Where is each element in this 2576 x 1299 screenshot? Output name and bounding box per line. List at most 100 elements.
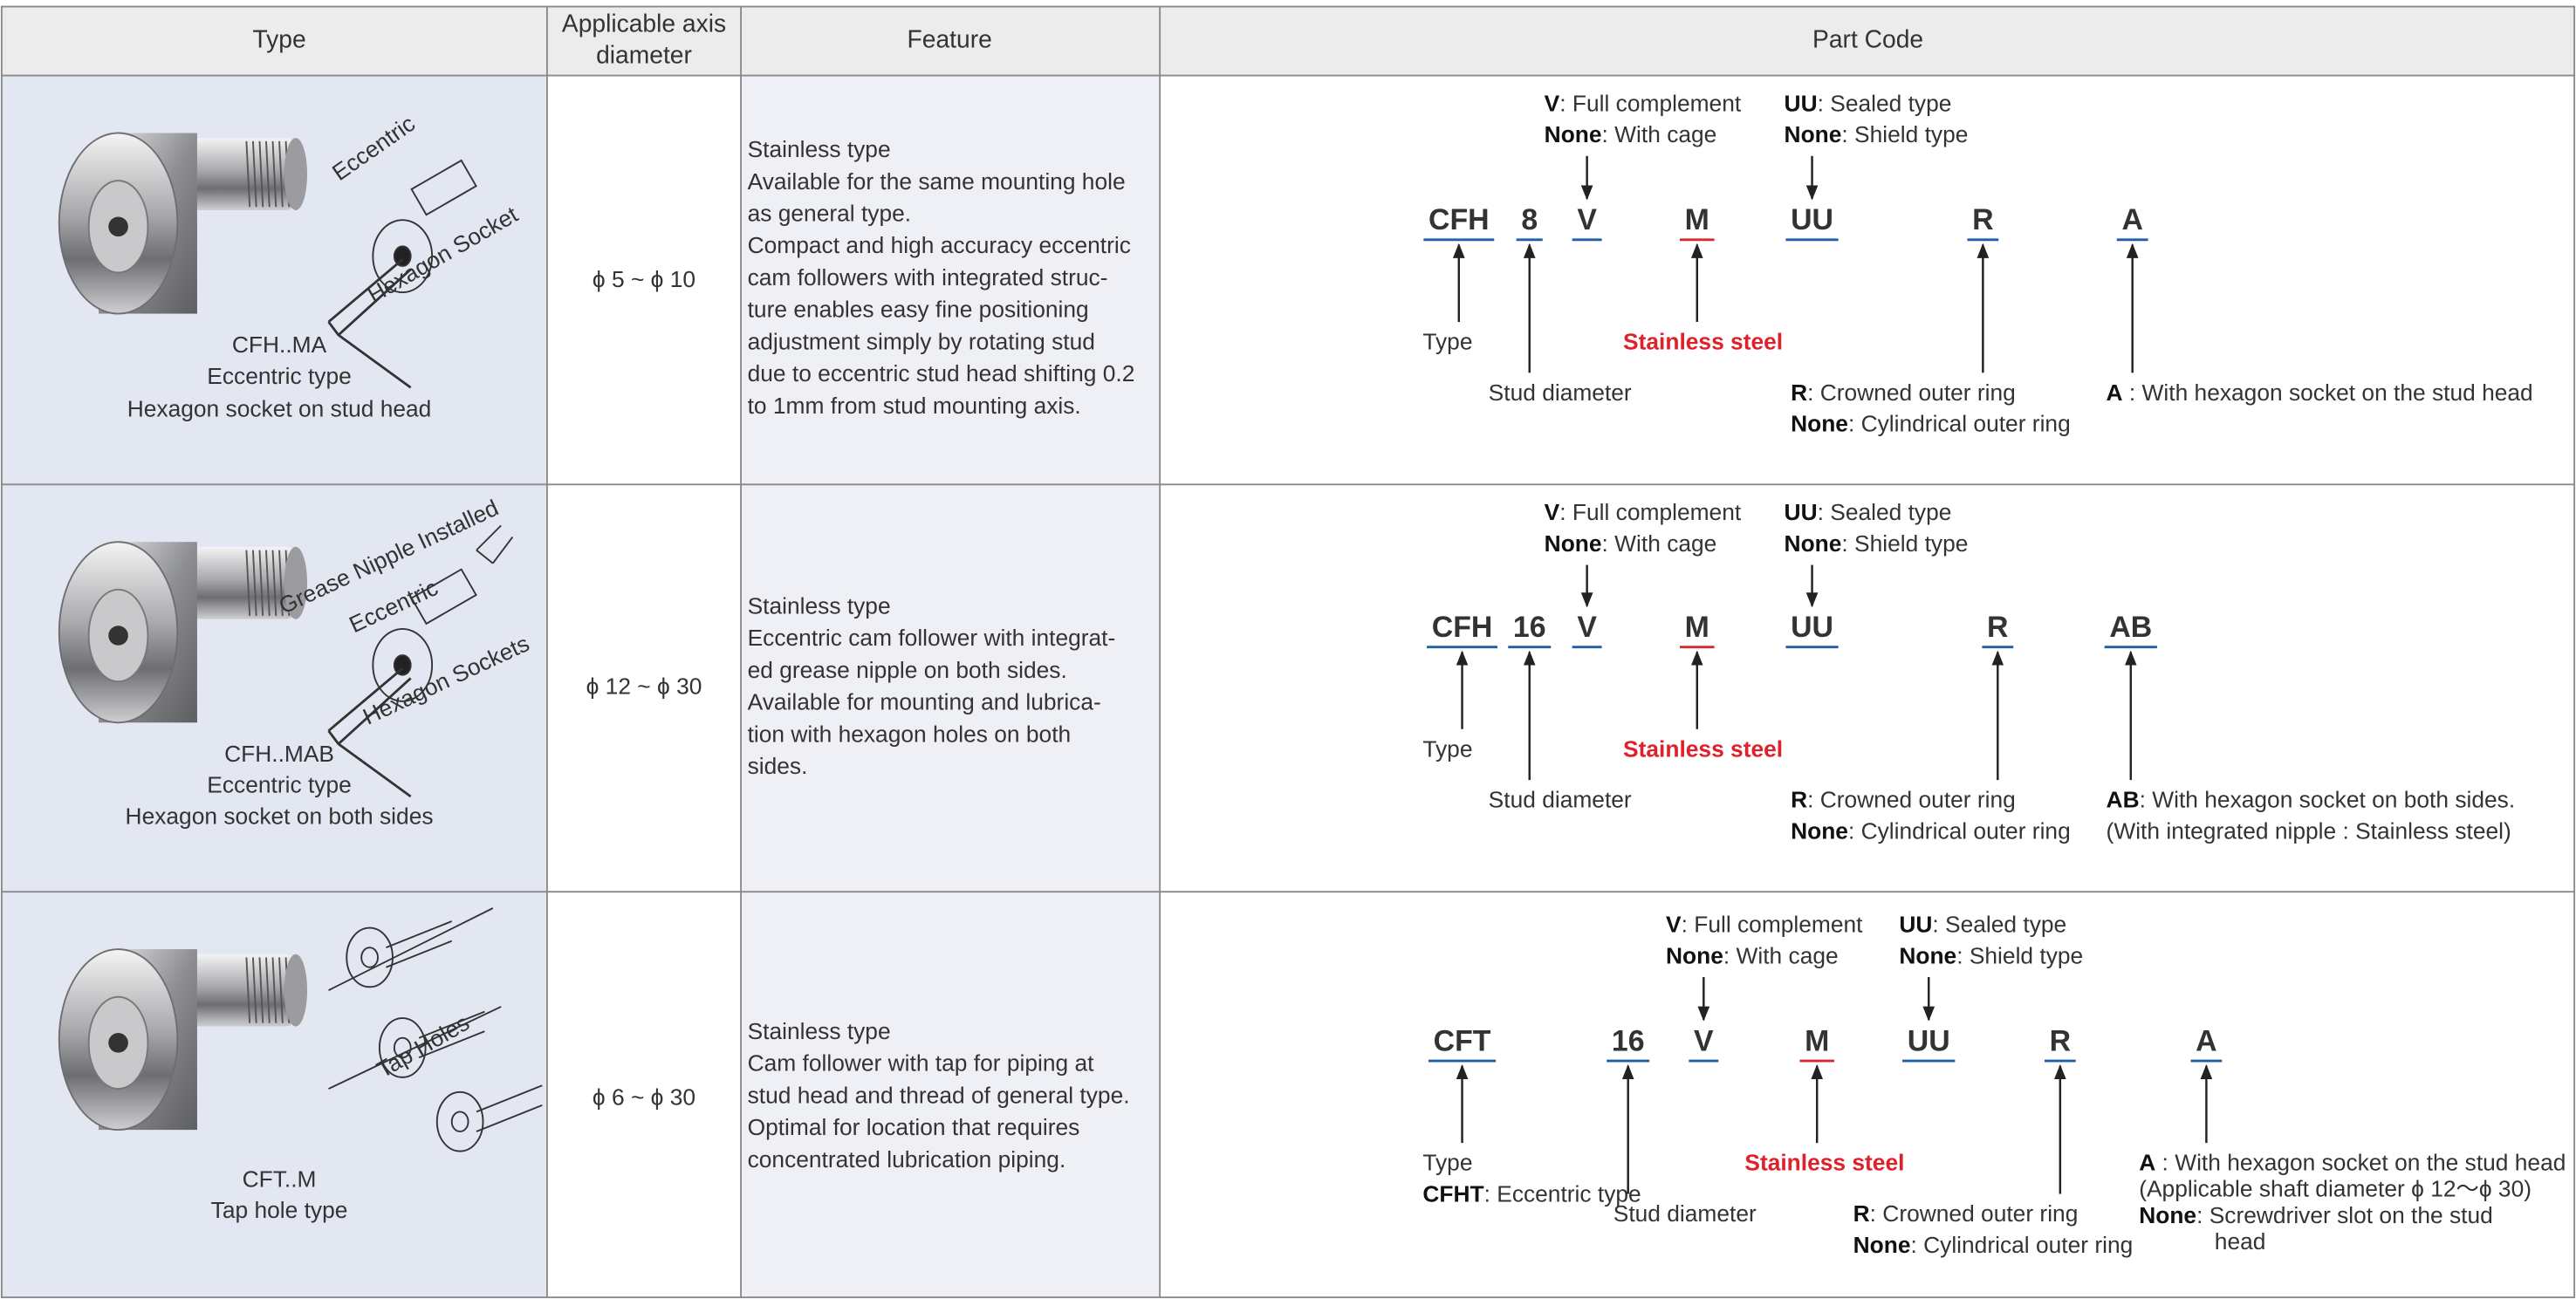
annotation-line: Stud diameter — [1489, 379, 1632, 406]
feature-line: due to eccentric stud head shifting 0.2 — [748, 360, 1135, 386]
feature-line: Compact and high accuracy eccentric — [748, 232, 1131, 258]
feature-line: sides. — [748, 753, 808, 779]
feature-line: to 1mm from stud mounting axis. — [748, 393, 1081, 419]
annotation-text: : Shield type — [1841, 530, 1968, 557]
annotation-line: R: Crowned outer ring — [1853, 1200, 2079, 1227]
feature-line: Optimal for location that requires — [748, 1114, 1080, 1140]
sketch — [327, 159, 477, 389]
annotation-text: : Sealed type — [1818, 499, 1952, 525]
annotation-text: Type — [1422, 328, 1472, 354]
header-label: Applicable axis — [562, 10, 726, 38]
stud-end — [284, 546, 308, 619]
annotation-line: Stainless steel — [1623, 328, 1783, 354]
thread — [251, 550, 257, 616]
code-segment: UU — [1791, 203, 1833, 236]
annotation-line: V: Full complement — [1545, 90, 1742, 116]
annotation-key: None — [1785, 121, 1842, 147]
thread — [258, 550, 264, 616]
feature-line: cam followers with integrated struc- — [748, 264, 1108, 291]
annotation-line: (Applicable shaft diameter ϕ 12～ϕ 30) — [2139, 1176, 2531, 1202]
annotation-line: Type — [1422, 1150, 1472, 1176]
type-label: CFH..MAB — [224, 741, 334, 767]
axis-diameter: ϕ 12 ~ ϕ 30 — [586, 673, 702, 700]
annotation-key: R — [1791, 787, 1807, 813]
annotation-line: Stud diameter — [1613, 1200, 1757, 1227]
annotation-text: (With integrated nipple : Stainless stee… — [2107, 817, 2511, 844]
hex-key — [327, 667, 412, 798]
grease-gun — [476, 524, 514, 564]
annotation-text: : Screwdriver slot on the stud — [2196, 1202, 2493, 1228]
annotation-key: V — [1545, 90, 1560, 116]
feature-cell-bg — [741, 75, 1161, 485]
code-segment: V — [1577, 203, 1597, 236]
code-segment: V — [1694, 1024, 1714, 1057]
code-segment: M — [1805, 1024, 1829, 1057]
annotation-key: None — [1545, 530, 1602, 557]
annotation-line: None: Shield type — [1785, 530, 1969, 557]
annotation-key: V — [1545, 499, 1560, 525]
annotation-line: UU: Sealed type — [1785, 90, 1952, 116]
type-label: Hexagon socket on stud head — [127, 396, 432, 422]
feature-line: as general type. — [748, 201, 911, 227]
annotation-line: None: Screwdriver slot on the stud — [2139, 1202, 2493, 1228]
annotation-key: None — [1853, 1232, 1911, 1258]
annotation-line: R: Crowned outer ring — [1791, 379, 2016, 406]
annotation-text: : With hexagon socket on the stud head — [2123, 379, 2533, 406]
annotation-key: None — [1791, 817, 1848, 844]
annotation-line: Stainless steel — [1623, 735, 1783, 762]
sketch — [328, 907, 543, 1152]
code-segment: CFH — [1428, 203, 1490, 236]
sketch-frame — [328, 1006, 502, 1090]
sketch-ring — [378, 1017, 427, 1078]
annotation-key: Stainless steel — [1744, 1150, 1904, 1176]
annotation-text: : Full complement — [1682, 912, 1864, 938]
code-segment: CFT — [1434, 1024, 1491, 1057]
annotation-text: : Crowned outer ring — [1807, 787, 2016, 813]
thread — [271, 550, 277, 616]
annotation-key: None — [2139, 1202, 2196, 1228]
sketch-ring — [372, 219, 434, 294]
annotation-line: V: Full complement — [1666, 912, 1863, 938]
thread — [278, 550, 284, 616]
sketch-stud — [418, 1010, 485, 1039]
thread — [251, 957, 257, 1023]
annotation-text: : Eccentric type — [1484, 1180, 1641, 1207]
code-segment: A — [2196, 1024, 2216, 1057]
annotation-line: V: Full complement — [1545, 499, 1742, 525]
code-segment: R — [1987, 611, 2008, 644]
annotation-text: (Applicable shaft diameter ϕ 12～ϕ 30) — [2139, 1176, 2531, 1202]
sketch-stud — [410, 159, 477, 216]
annotation-text: : With hexagon socket on the stud head — [2155, 1150, 2566, 1176]
annotation-text: Type — [1422, 735, 1472, 762]
sketch — [327, 524, 514, 798]
annotation-key: V — [1666, 912, 1682, 938]
annotation-key: AB — [2107, 787, 2140, 813]
annotation-line: None: With cage — [1666, 942, 1839, 968]
type-label: Tap hole type — [211, 1197, 348, 1223]
thread — [265, 550, 271, 616]
feature-line: Available for the same mounting hole — [748, 168, 1126, 195]
annotation-line: Stud diameter — [1489, 787, 1632, 813]
annotation-key: R — [1791, 379, 1807, 406]
code-segment: R — [2050, 1024, 2071, 1057]
stud-end — [284, 954, 308, 1027]
annotation-line: Stainless steel — [1744, 1150, 1904, 1176]
annotation-line: A : With hexagon socket on the stud head — [2107, 379, 2533, 406]
annotation-line: CFHT: Eccentric type — [1422, 1180, 1641, 1207]
annotation-text: : With cage — [1723, 942, 1839, 968]
annotation-text: : With cage — [1602, 121, 1717, 147]
annotation-key: R — [1853, 1200, 1870, 1227]
annotation-text: head — [2215, 1228, 2266, 1255]
sketch-hole — [393, 1036, 412, 1059]
annotation-line: UU: Sealed type — [1899, 912, 2066, 938]
type-label: Eccentric type — [207, 772, 351, 798]
annotation-line: None: With cage — [1545, 121, 1717, 147]
type-label: CFH..MA — [232, 332, 327, 358]
annotation-text: : Cylindrical outer ring — [1848, 817, 2071, 844]
thread — [245, 957, 251, 1023]
sketch-stud — [476, 1104, 543, 1132]
feature-line: ture enables easy fine positioning — [748, 297, 1089, 323]
feature-line: adjustment simply by rotating stud — [748, 328, 1095, 354]
annotation-text: : Cylindrical outer ring — [1910, 1232, 2133, 1258]
axis-diameter: ϕ 6 ~ ϕ 30 — [593, 1084, 695, 1110]
